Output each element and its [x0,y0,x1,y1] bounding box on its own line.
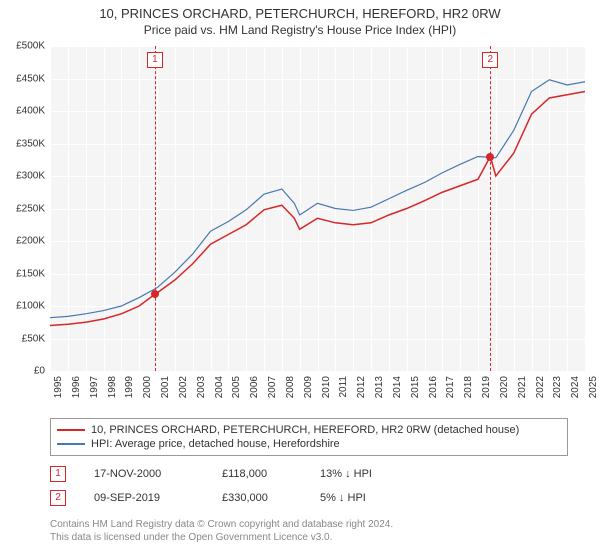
transaction-date: 17-NOV-2000 [94,468,194,480]
y-axis-label: £250K [16,203,45,214]
x-axis-label: 2006 [249,376,260,398]
transaction-badge: 1 [50,466,66,482]
x-axis-label: 2013 [374,376,385,398]
y-axis-label: £50K [22,333,45,344]
x-axis-label: 2010 [321,376,332,398]
x-axis-label: 1995 [53,376,64,398]
x-axis-label: 1999 [124,376,135,398]
event-badge: 2 [482,52,498,68]
gridline-horizontal [50,371,585,372]
x-axis-label: 2025 [588,376,599,398]
data-marker [486,153,494,161]
transaction-price: £330,000 [222,492,292,504]
x-axis-label: 1997 [89,376,100,398]
x-axis-label: 2011 [338,376,349,398]
footer-line: This data is licensed under the Open Gov… [50,531,393,544]
legend-label: 10, PRINCES ORCHARD, PETERCHURCH, HEREFO… [91,424,519,436]
x-axis-label: 2004 [214,376,225,398]
x-axis-label: 2016 [428,376,439,398]
series-line [50,80,585,318]
x-axis-label: 2012 [356,376,367,398]
x-axis-label: 2024 [570,376,581,398]
y-axis-label: £400K [16,106,45,117]
y-axis-label: £150K [16,268,45,279]
x-axis-label: 2019 [481,376,492,398]
x-axis-label: 2014 [392,376,403,398]
gridline-vertical [585,46,586,371]
y-axis-label: £450K [16,73,45,84]
y-axis-label: £350K [16,138,45,149]
transaction-price: £118,000 [222,468,292,480]
chart-title: 10, PRINCES ORCHARD, PETERCHURCH, HEREFO… [0,0,600,23]
x-axis-label: 2015 [410,376,421,398]
event-badge: 1 [147,52,163,68]
legend-item: 10, PRINCES ORCHARD, PETERCHURCH, HEREFO… [57,423,561,437]
y-axis-label: £200K [16,236,45,247]
x-axis-label: 2007 [267,376,278,398]
transaction-date: 09-SEP-2019 [94,492,194,504]
legend-swatch [57,443,85,445]
x-axis-label: 2001 [160,376,171,398]
y-axis-label: £500K [16,41,45,52]
x-axis-label: 1996 [71,376,82,398]
footer-attribution: Contains HM Land Registry data © Crown c… [50,518,393,544]
transaction-row: 2 09-SEP-2019 £330,000 5% ↓ HPI [50,486,410,510]
transaction-diff: 13% ↓ HPI [320,468,410,480]
chart-plot-area: £0£50K£100K£150K£200K£250K£300K£350K£400… [50,46,585,371]
transaction-row: 1 17-NOV-2000 £118,000 13% ↓ HPI [50,462,410,486]
x-axis-label: 2009 [303,376,314,398]
event-line [155,46,156,371]
x-axis-label: 2000 [142,376,153,398]
x-axis-label: 1998 [107,376,118,398]
footer-line: Contains HM Land Registry data © Crown c… [50,518,393,531]
x-axis-label: 2021 [517,376,528,398]
transaction-badge: 2 [50,490,66,506]
x-axis-label: 2002 [178,376,189,398]
x-axis-label: 2017 [445,376,456,398]
event-line [490,46,491,371]
x-axis-label: 2003 [196,376,207,398]
data-marker [151,290,159,298]
chart-subtitle: Price paid vs. HM Land Registry's House … [0,23,600,39]
chart-container: 10, PRINCES ORCHARD, PETERCHURCH, HEREFO… [0,0,600,560]
legend-swatch [57,429,85,431]
line-series-svg [50,46,585,371]
x-axis-label: 2005 [231,376,242,398]
x-axis-label: 2020 [499,376,510,398]
series-line [50,92,585,326]
legend-box: 10, PRINCES ORCHARD, PETERCHURCH, HEREFO… [50,418,568,456]
x-axis-label: 2008 [285,376,296,398]
y-axis-label: £100K [16,301,45,312]
legend-label: HPI: Average price, detached house, Here… [91,438,340,450]
legend-item: HPI: Average price, detached house, Here… [57,437,561,451]
transaction-diff: 5% ↓ HPI [320,492,410,504]
x-axis-label: 2022 [535,376,546,398]
y-axis-label: £0 [34,366,45,377]
x-axis-label: 2018 [463,376,474,398]
y-axis-label: £300K [16,171,45,182]
x-axis-label: 2023 [552,376,563,398]
transaction-table: 1 17-NOV-2000 £118,000 13% ↓ HPI 2 09-SE… [50,462,410,510]
